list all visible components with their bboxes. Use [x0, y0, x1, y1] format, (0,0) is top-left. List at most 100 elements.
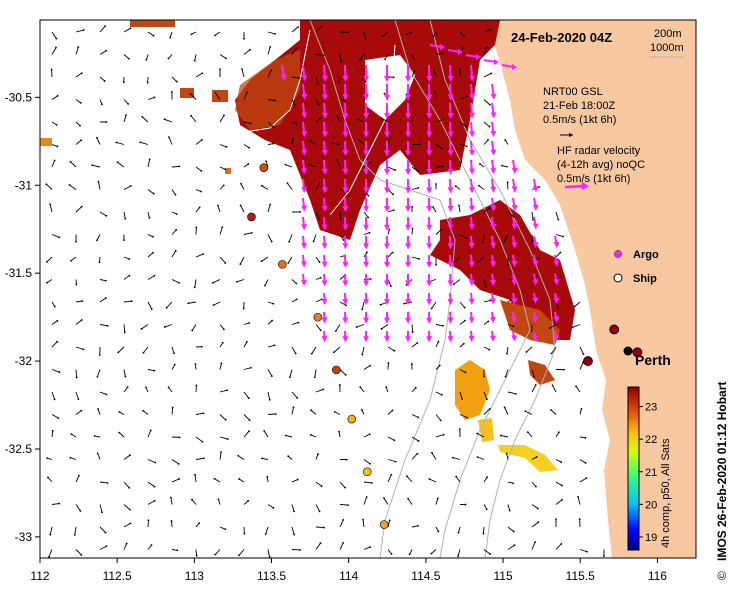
model-arrow [579, 459, 587, 464]
model-arrow [430, 451, 437, 460]
model-arrow [505, 452, 509, 460]
model-arrow [411, 324, 414, 333]
sst-cool-3 [498, 445, 558, 472]
model-arrow [243, 340, 248, 348]
model-arrow [267, 31, 277, 35]
model-arrow [219, 114, 225, 123]
model-arrow [387, 166, 397, 172]
radar-arrow [532, 197, 539, 211]
model-arrow [483, 299, 492, 303]
radar-arrow [384, 140, 391, 157]
model-arrow [524, 410, 533, 415]
model-arrow [75, 99, 82, 104]
radar-arrow [384, 64, 391, 82]
radar-legend-line2: (4-12h avg) noQC [557, 159, 645, 171]
model-arrow [243, 391, 250, 400]
model-arrow [123, 542, 128, 550]
model-arrow [555, 431, 560, 438]
radar-arrow [532, 216, 539, 230]
model-arrow [219, 144, 228, 148]
model-arrow [363, 231, 371, 235]
model-arrow [435, 324, 444, 327]
radar-arrow [342, 197, 349, 213]
model-arrow [194, 473, 197, 483]
radar-arrow [321, 292, 328, 305]
model-arrow [291, 504, 295, 513]
model-arrow [93, 435, 101, 438]
x-axis: 112 112.5 113 113.5 114 114.5 115 115.5 116 [30, 558, 667, 583]
model-arrow [507, 324, 515, 328]
model-arrow [171, 165, 181, 168]
model-arrow [387, 228, 391, 235]
model-arrow [338, 430, 341, 438]
model-arrow [312, 234, 317, 243]
model-arrow [51, 429, 54, 438]
model-arrow [506, 181, 509, 190]
radar-arrow [384, 197, 391, 213]
model-arrow [75, 46, 80, 55]
model-arrow [435, 165, 444, 168]
model-arrow [69, 160, 77, 168]
radar-arrow [321, 216, 328, 231]
radar-arrow [490, 216, 497, 231]
model-arrow [500, 434, 509, 438]
model-arrow [243, 366, 252, 370]
sst-speck-2 [212, 90, 228, 102]
sst-speck-3 [40, 138, 52, 146]
model-arrow [478, 184, 485, 190]
model-arrow [147, 481, 156, 488]
model-arrow [99, 99, 103, 106]
radar-arrow [490, 292, 497, 305]
radar-arrow [490, 159, 497, 175]
copyright-symbol: © [715, 571, 729, 580]
radar-arrow [426, 178, 433, 194]
radar-arrow [447, 49, 463, 55]
model-arrow [99, 76, 106, 82]
model-arrow [49, 203, 53, 213]
radar-arrow [532, 178, 539, 193]
y-axis: -30.5 -31 -31.5 -32 -32.5 -33 [5, 90, 40, 544]
radar-arrow [426, 235, 433, 250]
model-arrow [145, 386, 149, 393]
model-arrow [550, 409, 557, 415]
perth-marker [623, 346, 633, 356]
model-arrow [51, 319, 59, 325]
ship-marker [583, 356, 593, 366]
model-arrow [435, 433, 445, 438]
model-arrow [531, 521, 540, 528]
model-arrow [507, 256, 510, 266]
model-arrow [147, 234, 154, 238]
x-tick-label: 116 [648, 569, 667, 583]
model-legend-line2: 21-Feb 18:00Z [543, 100, 615, 112]
model-arrow [142, 409, 149, 415]
model-arrow [147, 211, 151, 219]
model-arrow [267, 413, 277, 415]
model-arrow [387, 459, 397, 463]
model-arrow [46, 279, 53, 284]
model-arrow [361, 301, 365, 311]
model-arrow [195, 384, 198, 393]
model-arrow [170, 520, 173, 528]
model-arrow [123, 114, 127, 123]
radar-arrow [405, 140, 412, 157]
model-arrow [264, 279, 269, 287]
radar-arrow [342, 178, 349, 194]
radar-arrow [469, 64, 476, 82]
model-arrow [339, 31, 349, 34]
radar-arrow [405, 102, 412, 120]
model-arrow [48, 549, 53, 558]
model-arrow [503, 234, 509, 243]
model-arrow [123, 27, 132, 33]
radar-arrow [447, 254, 454, 268]
model-arrow [435, 526, 440, 533]
model-arrow [411, 187, 420, 190]
model-arrow [261, 457, 269, 460]
model-arrow [99, 391, 108, 396]
model-arrow [287, 455, 293, 460]
model-arrow [118, 411, 125, 415]
radar-arrow [405, 197, 412, 213]
model-arrow [123, 386, 129, 393]
model-arrow [170, 91, 173, 100]
model-arrow [171, 406, 174, 415]
model-arrow [212, 301, 221, 307]
